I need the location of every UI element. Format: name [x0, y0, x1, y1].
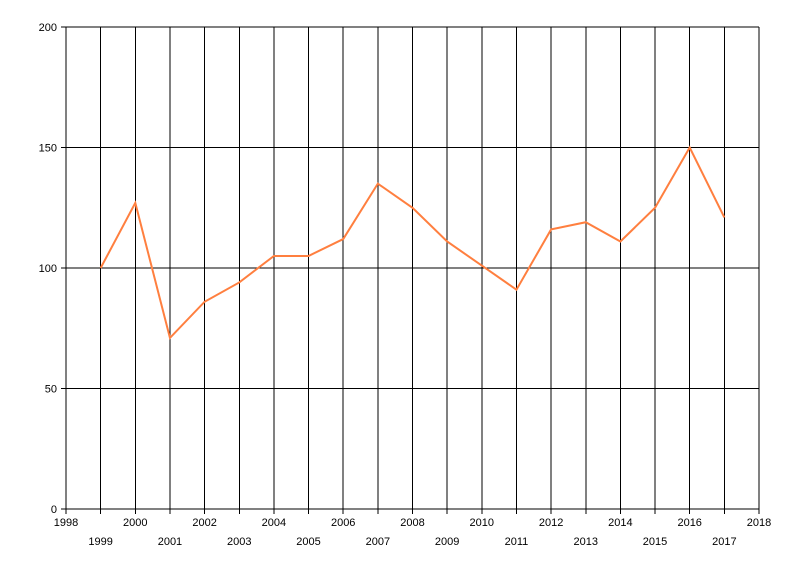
data-point-2011 — [515, 289, 517, 291]
data-point-2012 — [550, 228, 552, 230]
x-tick-label-2002: 2002 — [192, 517, 216, 529]
x-tick-label-2010: 2010 — [470, 517, 494, 529]
x-tick-label-2003: 2003 — [227, 536, 251, 548]
grid — [65, 26, 760, 510]
x-tick-label-2013: 2013 — [574, 536, 598, 548]
data-point-2005 — [308, 255, 310, 257]
data-point-2015 — [654, 207, 656, 209]
data-point-2000 — [134, 202, 136, 204]
x-tick-label-2014: 2014 — [608, 517, 632, 529]
x-tick-label-2007: 2007 — [366, 536, 390, 548]
x-tick-label-2017: 2017 — [712, 536, 736, 548]
data-point-2008 — [412, 207, 414, 209]
x-tick-label-2016: 2016 — [677, 517, 701, 529]
x-tick-label-2018: 2018 — [747, 517, 771, 529]
x-tick-label-2006: 2006 — [331, 517, 355, 529]
x-tick-label-1999: 1999 — [88, 536, 112, 548]
data-point-2004 — [273, 255, 275, 257]
y-tick-label-200: 200 — [39, 22, 57, 34]
tick-labels: 0 50 100 150 200 1998 1999 2000 2001 2002 2003 2004… — [39, 22, 772, 548]
x-tick-label-2012: 2012 — [539, 517, 563, 529]
data-point-2009 — [446, 240, 448, 242]
x-tick-label-2009: 2009 — [435, 536, 459, 548]
data-point-2006 — [342, 238, 344, 240]
data-point-2003 — [238, 281, 240, 283]
x-tick-label-2001: 2001 — [158, 536, 182, 548]
data-point-2013 — [585, 221, 587, 223]
y-tick-label-100: 100 — [39, 263, 57, 275]
data-point-2001 — [169, 337, 171, 339]
x-tick-label-2005: 2005 — [296, 536, 320, 548]
series-line-0 — [99, 145, 726, 340]
y-tick-label-50: 50 — [45, 384, 57, 396]
y-tick-label-150: 150 — [39, 143, 57, 155]
data-point-2002 — [204, 301, 206, 303]
data-point-2010 — [481, 265, 483, 267]
axes — [61, 26, 760, 514]
x-tick-label-1998: 1998 — [54, 517, 78, 529]
series-layer — [99, 145, 726, 340]
data-point-2007 — [377, 183, 379, 185]
x-tick-label-2008: 2008 — [400, 517, 424, 529]
data-point-2017 — [723, 216, 725, 218]
x-tick-label-2011: 2011 — [505, 536, 529, 548]
x-tick-label-2000: 2000 — [123, 517, 147, 529]
y-tick-label-0: 0 — [51, 504, 57, 516]
x-tick-label-2015: 2015 — [643, 536, 667, 548]
data-point-2016 — [689, 147, 691, 149]
data-point-2014 — [619, 240, 621, 242]
x-tick-label-2004: 2004 — [262, 517, 286, 529]
data-point-1999 — [100, 267, 102, 269]
